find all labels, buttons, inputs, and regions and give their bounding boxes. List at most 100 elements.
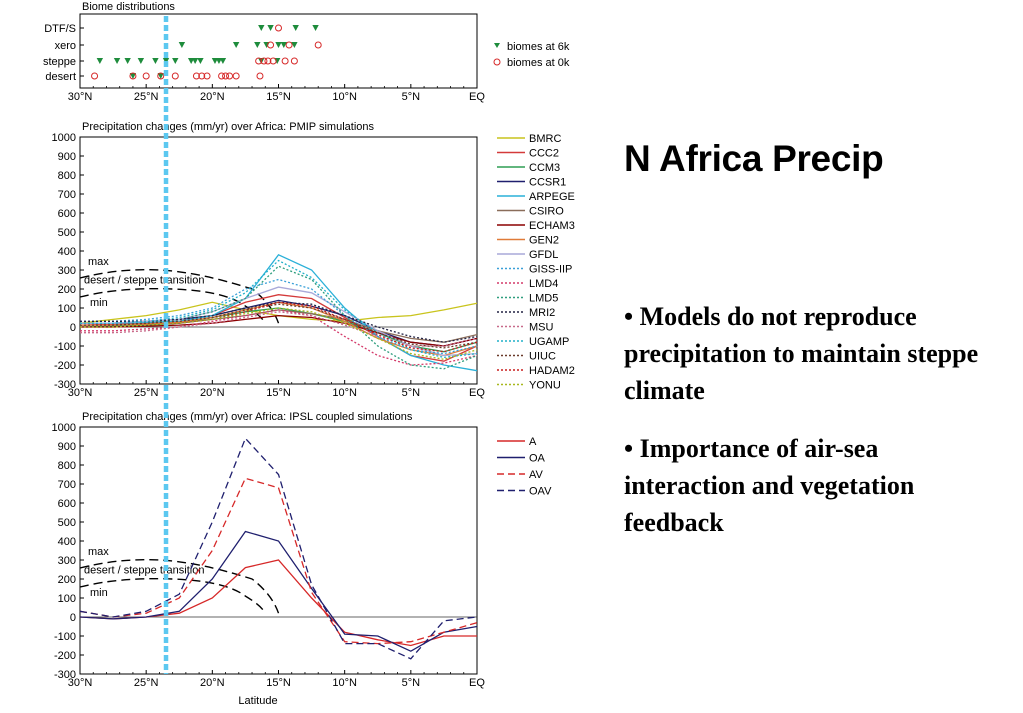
ipsl-y-tick-label: 300 [58,555,76,567]
biome-0k-marker [91,72,99,80]
pmip-y-tick-label: 500 [58,227,76,239]
biome-6k-marker [113,58,121,64]
figure: Biome distributions desert steppe xero DTF/S… [43,1,575,707]
pmip-legend-label: BMRC [529,133,561,145]
biome-x-tick-label: 20°N [200,91,225,103]
biome-y-label: steppe [43,56,76,68]
ipsl-transition-min-curve [79,577,266,614]
biome-x-tick-label: 25°N [134,91,159,103]
pmip-y-tick-label: 800 [58,170,76,182]
biome-y-label: xero [55,40,76,52]
pmip-annotation-transition: desert / steppe transition [84,275,204,287]
pmip-series-line-lmd4 [80,309,478,366]
biome-6k-marker [152,58,159,64]
pmip-legend-label: UIUC [529,351,556,363]
biome-title: Biome distributions [82,1,175,13]
biome-0k-marker [267,41,275,49]
biome-0k-marker [226,72,234,80]
biome-6k-marker [258,25,265,31]
pmip-legend-label: GISS-IIP [529,264,572,276]
biome-0k-marker [269,57,277,65]
pmip-legend-label: MRI2 [529,307,555,319]
biome-6k-marker [291,42,298,48]
ipsl-series-line-oav [79,437,478,660]
biome-x-tick-label: 5°N [402,91,421,103]
ipsl-y-tick-label: 200 [58,574,76,586]
pmip-y-tick-label: 200 [58,284,76,296]
pmip-legend-label: CCC2 [529,148,559,160]
biome-0k-marker [314,41,322,49]
ipsl-legend-label: OA [529,453,546,465]
biome-0k-marker [281,57,289,65]
pmip-y-tick-label: -100 [54,341,76,353]
pmip-x-tick-label: EQ [469,387,485,399]
biome-0k-marker [275,24,282,32]
pmip-y-tick-label: 300 [58,265,76,277]
biome-x-tick-label: EQ [469,91,485,103]
ipsl-annotation-max: max [88,546,109,558]
biome-0k-marker [198,72,206,80]
biome-0k-marker [171,72,179,80]
ipsl-y-tick-label: 900 [58,441,76,453]
pmip-y-tick-label: 1000 [52,132,76,144]
biome-6k-marker [275,42,282,48]
ipsl-annotation-transition: desert / steppe transition [84,565,204,577]
pmip-legend-label: CSIRO [529,206,564,218]
biome-legend-label: biomes at 6k [507,41,570,53]
pmip-legend-label: GFDL [529,249,558,261]
ipsl-title: Precipitation changes (mm/yr) over Afric… [82,411,413,423]
biome-6k-marker [191,58,199,64]
slide-title: N Africa Precip [624,138,884,179]
biome-6k-marker [254,42,261,48]
biome-6k-marker [157,73,164,79]
ipsl-y-tick-label: 400 [58,536,76,548]
biome-6k-marker [137,58,145,64]
ipsl-x-tick-label: 15°N [266,677,291,689]
pmip-legend-label: CCM3 [529,162,560,174]
ipsl-y-tick-label: 700 [58,479,76,491]
pmip-series-line-arpege [80,253,478,372]
biome-6k-marker [124,58,131,64]
pmip-legend-label: ARPEGE [529,191,575,203]
bullet-1: • Models do not reproduce precipitation … [624,302,979,405]
pmip-legend-label: UGAMP [529,336,569,348]
pmip-series-line-uiuc [80,303,478,349]
ipsl-plot-frame [79,426,478,675]
biome-6k-marker [197,58,204,64]
pmip-y-tick-label: 0 [70,322,76,334]
biome-6k-marker [267,25,274,31]
biome-0k-marker [142,72,150,80]
pmip-series-line-ugamp [80,259,478,359]
biome-0k-marker [218,72,226,80]
ipsl-legend-label: AV [529,469,544,481]
biome-6k-marker [312,25,319,31]
biome-0k-marker [290,57,298,65]
biome-6k-marker [129,73,137,79]
ipsl-y-tick-label: 800 [58,460,76,472]
pmip-series-line-bmrc [79,301,478,324]
biome-6k-marker [96,58,104,64]
pmip-legend-label: GEN2 [529,235,559,247]
biome-y-label: DTF/S [44,23,76,35]
biome-6k-marker [280,42,287,48]
pmip-x-tick-label: 15°N [266,387,291,399]
biome-x-tick-label: 15°N [266,91,291,103]
pmip-y-tick-label: 400 [58,246,76,258]
pmip-legend-label: CCSR1 [529,177,566,189]
ipsl-legend-label: A [529,436,537,448]
pmip-legend-label: LMD5 [529,293,558,305]
pmip-x-tick-label: 30°N [68,387,93,399]
biome-0k-marker [260,57,268,65]
ipsl-x-tick-label: 10°N [332,677,357,689]
pmip-y-tick-label: 100 [58,303,76,315]
biome-legend-6k-marker [494,43,500,48]
biome-0k-marker [129,72,137,80]
pmip-annotation-max: max [88,256,109,268]
ipsl-series-line-oa [79,530,478,652]
pmip-legend-label: MSU [529,322,554,334]
pmip-x-tick-label: 25°N [134,387,159,399]
biome-x-tick-label: 10°N [332,91,357,103]
pmip-transition-max-curve [79,269,280,324]
ipsl-y-tick-label: 1000 [52,422,76,434]
biome-legend-0k-marker [493,58,501,66]
